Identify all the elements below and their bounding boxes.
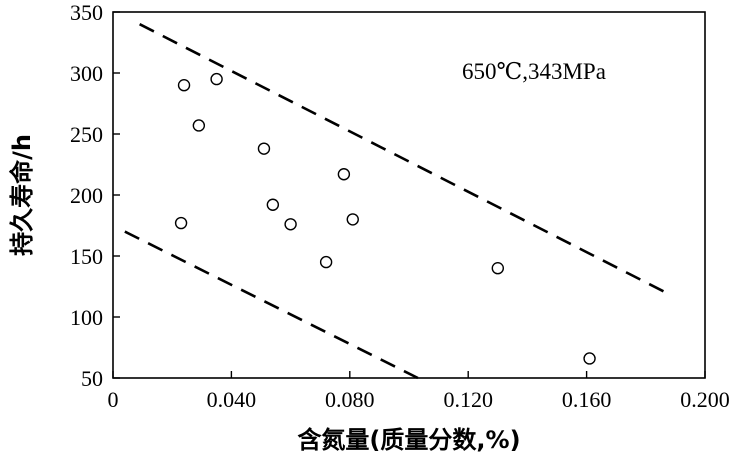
data-point <box>192 119 206 132</box>
data-point <box>257 142 271 155</box>
data-point <box>337 168 351 181</box>
x-tick-label: 0 <box>108 387 119 412</box>
y-tick-label: 50 <box>81 366 103 391</box>
data-point <box>266 198 280 211</box>
x-tick-label: 0.120 <box>443 387 493 412</box>
y-tick-label: 300 <box>70 61 103 86</box>
data-point <box>177 78 191 92</box>
data-point <box>346 213 359 226</box>
x-axis-title: 含氮量(质量分数,%) <box>297 426 520 454</box>
data-points <box>174 72 596 365</box>
x-tick-label: 0.160 <box>562 387 612 412</box>
y-axis-title: 持久寿命/h <box>8 134 36 256</box>
data-point <box>583 352 596 365</box>
condition-annotation: 650℃,343MPa <box>462 59 606 84</box>
x-tick-label: 0.080 <box>325 387 375 412</box>
x-tick-label: 0.200 <box>680 387 730 412</box>
lower-bound-line <box>124 230 419 380</box>
data-point <box>491 262 504 275</box>
y-tick-label: 100 <box>70 305 103 330</box>
upper-bound-line <box>139 23 665 293</box>
data-point <box>210 72 223 86</box>
y-tick-label: 200 <box>70 183 103 208</box>
y-tick-label: 350 <box>70 0 103 25</box>
y-tick-label: 150 <box>70 244 103 269</box>
plot-frame <box>112 11 706 379</box>
x-tick-label: 0.040 <box>207 387 257 412</box>
x-axis-ticks: 0 0.040 0.080 0.120 0.160 0.200 <box>108 371 730 412</box>
data-point <box>284 218 297 231</box>
bound-lines <box>124 23 665 380</box>
y-tick-label: 250 <box>70 122 103 147</box>
y-axis-ticks: 50 100 150 200 250 300 350 <box>70 0 120 391</box>
data-point <box>319 255 333 269</box>
data-point <box>174 216 188 230</box>
